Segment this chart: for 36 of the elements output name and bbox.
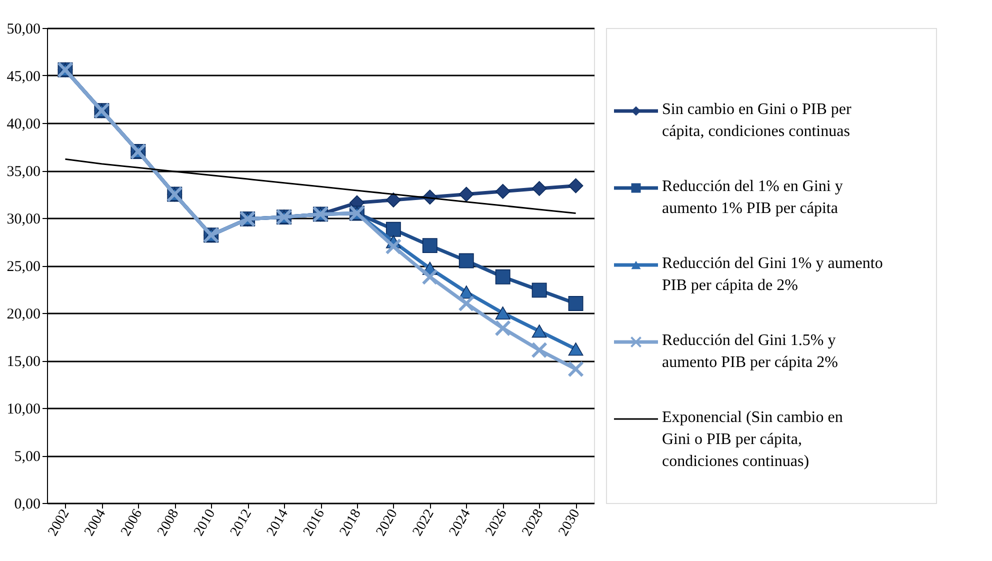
point [422, 238, 438, 254]
y-tick-label: 0,00 [14, 496, 40, 512]
legend-label: Reducción del Gini 1.5% y aumento PIB per cápita 2% [662, 332, 838, 371]
point [568, 178, 584, 194]
point [568, 296, 584, 311]
y-tick-label: 10,00 [6, 402, 40, 418]
point [458, 253, 474, 268]
point [495, 184, 510, 199]
y-tick-label: 30,00 [6, 212, 40, 228]
y-tick-label: 50,00 [6, 22, 40, 38]
y-tick-label: 40,00 [6, 116, 40, 132]
point [385, 238, 402, 255]
point [532, 282, 547, 298]
y-tick-label: 5,00 [14, 449, 40, 465]
legend-label: Exponencial (Sin cambio en Gini o PIB per cápita, condiciones continuas) [662, 409, 843, 470]
y-tick-label: 15,00 [6, 354, 40, 370]
point [495, 269, 510, 284]
point [532, 324, 547, 338]
point [494, 320, 512, 336]
point [458, 186, 474, 202]
y-tick-label: 25,00 [6, 259, 40, 275]
y-tick-label: 45,00 [6, 69, 40, 85]
point [495, 306, 510, 320]
point [531, 342, 548, 358]
y-tick-label: 35,00 [6, 164, 40, 180]
point [568, 360, 584, 378]
legend-label: Reducción del Gini 1% y aumento PIB per cápita de 2% [662, 255, 883, 294]
point [386, 222, 401, 237]
point [422, 268, 438, 286]
point [532, 181, 547, 196]
y-tick-label: 20,00 [6, 306, 40, 322]
point [386, 192, 401, 208]
point [568, 342, 584, 356]
legend-label: Sin cambio en Gini o PIB per cápita, condiciones continuas [662, 101, 852, 140]
point [458, 295, 475, 312]
legend-label: Reducción del 1% en Gini y aumento 1% PIB per cápita [662, 178, 843, 217]
